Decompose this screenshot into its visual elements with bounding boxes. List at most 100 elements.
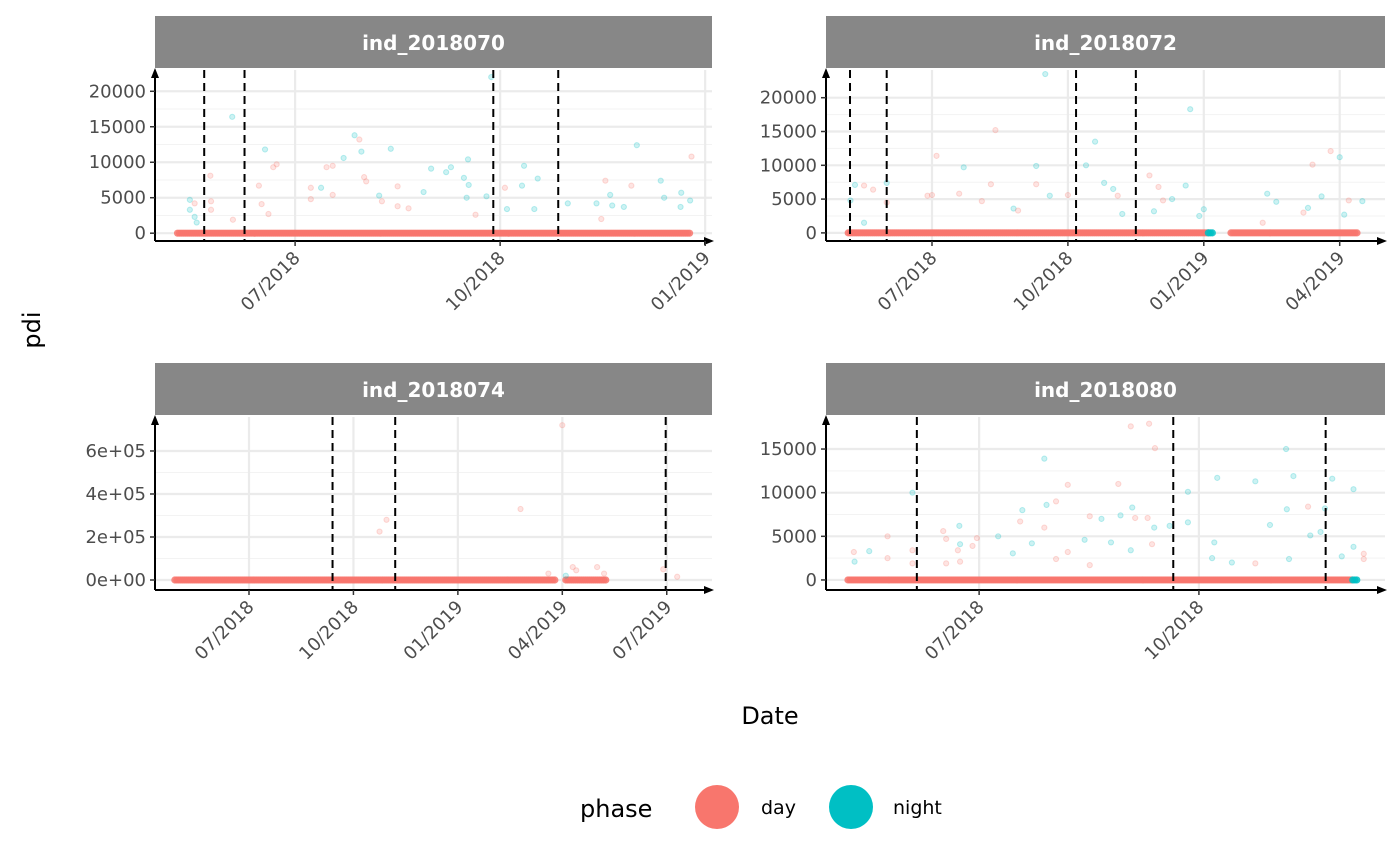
x-tick-label: 10/2018 [1141, 597, 1209, 665]
point-night [1266, 521, 1274, 529]
point-day [598, 215, 605, 223]
point-day [978, 198, 985, 205]
point-day [969, 542, 976, 550]
x-axis-arrow-icon [1377, 586, 1387, 594]
point-day [545, 570, 552, 577]
point-night [340, 154, 347, 162]
y-tick-label: 10000 [760, 155, 817, 176]
y-tick-label: 15000 [89, 117, 146, 138]
point-night [657, 177, 664, 184]
point-day [405, 205, 412, 212]
point-night [851, 558, 858, 565]
point-day [1086, 562, 1093, 569]
point-day [1360, 550, 1367, 557]
point-night [1214, 474, 1221, 481]
point-night [387, 145, 394, 152]
point-night [1329, 475, 1336, 482]
point-day [1064, 191, 1072, 199]
point-night [1166, 522, 1173, 529]
point-day [1144, 514, 1151, 522]
x-axis-arrow-icon [704, 237, 714, 245]
point-night [351, 132, 358, 139]
point-night [909, 489, 916, 496]
point-day [1041, 524, 1048, 531]
point-day [229, 216, 237, 223]
point-night [995, 533, 1002, 540]
point-night [1091, 138, 1099, 145]
point-night [420, 188, 427, 196]
point-night [1252, 478, 1259, 485]
point-day [1115, 480, 1122, 488]
point-day [924, 192, 931, 199]
x-axis-arrow-icon [704, 586, 714, 594]
point-night [447, 164, 455, 171]
point-day [956, 558, 964, 565]
point-night [1318, 193, 1325, 200]
legend-label-day: day [761, 797, 796, 819]
point-day [1345, 197, 1352, 204]
point-day [943, 560, 950, 567]
x-tick-label: 01/2019 [1146, 248, 1214, 316]
point-day [594, 563, 601, 571]
point-night [1119, 210, 1126, 218]
point-day [660, 566, 667, 573]
facet-strip [155, 363, 712, 415]
point-night [1283, 506, 1290, 513]
point-day [329, 191, 336, 198]
point-day [602, 177, 609, 184]
point-day [472, 211, 479, 218]
point-day [323, 164, 330, 171]
point-day [1132, 514, 1139, 522]
point-day [1033, 181, 1040, 188]
x-tick-label: 01/2019 [400, 597, 468, 665]
point-night [1353, 576, 1361, 584]
x-tick-label: 04/2019 [504, 597, 572, 665]
y-tick-label: 6e+05 [85, 441, 146, 462]
point-night [1273, 198, 1280, 205]
point-night [956, 541, 964, 548]
point-day [1300, 209, 1307, 216]
point-night [1117, 512, 1124, 519]
y-axis-arrow-icon [151, 68, 159, 78]
point-night [633, 142, 640, 149]
point-night [443, 169, 450, 176]
point-night [661, 194, 668, 201]
point-day [602, 576, 610, 584]
point-day [909, 560, 916, 567]
point-night [1028, 540, 1035, 547]
y-tick-label: 0 [806, 570, 817, 591]
point-night [1082, 162, 1090, 169]
facet-title: ind_2018072 [1034, 31, 1177, 55]
point-day [909, 547, 916, 554]
point-day [356, 136, 363, 143]
point-day [674, 573, 681, 580]
point-day [1155, 183, 1162, 191]
point-night [1184, 488, 1192, 495]
point-night [1150, 208, 1158, 215]
point-day [685, 229, 694, 237]
point-day [1114, 192, 1121, 199]
point-night [593, 200, 600, 207]
facet-title: ind_2018080 [1034, 378, 1177, 402]
point-day [1304, 503, 1312, 510]
point-day [517, 505, 524, 513]
point-night [1033, 162, 1040, 170]
point-day [1052, 555, 1060, 563]
y-tick-label: 5000 [100, 188, 146, 209]
point-day [329, 162, 336, 169]
point-night [229, 113, 236, 120]
point-day [376, 528, 383, 535]
point-day [501, 184, 509, 191]
point-night [1110, 185, 1117, 193]
point-day [270, 164, 277, 171]
point-night [1304, 204, 1312, 211]
point-day [1052, 498, 1060, 505]
point-night [1182, 182, 1189, 189]
point-night [1228, 559, 1235, 566]
point-night [1336, 154, 1343, 161]
point-night [866, 548, 873, 555]
point-day [928, 191, 936, 199]
point-night [1208, 229, 1216, 237]
point-day [1360, 555, 1367, 563]
point-day [1086, 513, 1093, 520]
